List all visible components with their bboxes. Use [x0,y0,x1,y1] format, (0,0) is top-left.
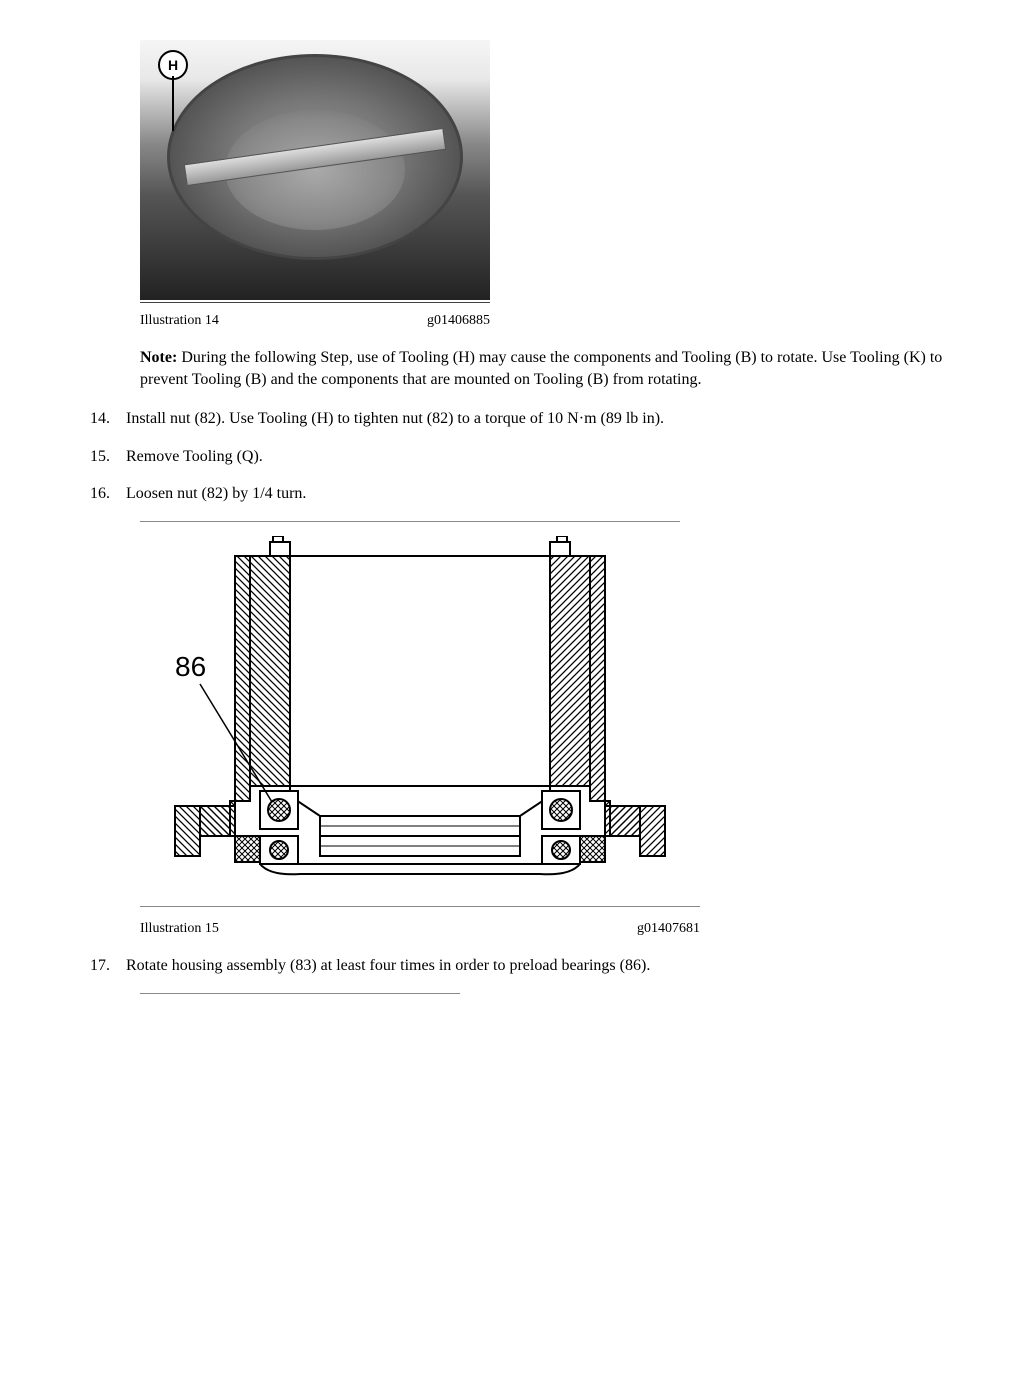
step-15-number: 15. [90,446,126,468]
illustration-15-diagram: 86 [140,536,700,896]
illustration-14-figure: H Illustration 14 g01406885 [140,40,974,329]
illustration-15-label: Illustration 15 [140,921,219,937]
illustration-15-code: g01407681 [637,921,700,937]
bearing-right [542,791,580,864]
step-14-number: 14. [90,408,126,430]
illustration-14-caption: Illustration 14 g01406885 [140,313,490,329]
separator-after-step17 [140,993,460,994]
step-14: 14. Install nut (82). Use Tooling (H) to… [90,408,954,430]
step-15: 15. Remove Tooling (Q). [90,446,954,468]
step-14-text: Install nut (82). Use Tooling (H) to tig… [126,408,664,430]
note-text: During the following Step, use of Toolin… [140,349,942,388]
illustration-15-caption: Illustration 15 g01407681 [140,921,700,937]
step-15-text: Remove Tooling (Q). [126,446,263,468]
illustration-14-label: Illustration 14 [140,313,219,329]
separator-above-ill15 [140,521,680,522]
callout-86-number: 86 [175,651,206,682]
step-17-text: Rotate housing assembly (83) at least fo… [126,955,650,977]
separator-below-ill15 [140,906,700,907]
step-17-number: 17. [90,955,126,977]
step-16-number: 16. [90,483,126,505]
illustration-14-code: g01406885 [427,313,490,329]
note-block: Note: During the following Step, use of … [140,347,954,390]
step-17: 17. Rotate housing assembly (83) at leas… [90,955,954,977]
step-16-text: Loosen nut (82) by 1/4 turn. [126,483,306,505]
illustration-15-figure: 86 [140,536,700,896]
illustration-14-photo: H [140,40,490,300]
bearing-left [260,791,298,864]
note-label: Note: [140,349,177,366]
step-16: 16. Loosen nut (82) by 1/4 turn. [90,483,954,505]
